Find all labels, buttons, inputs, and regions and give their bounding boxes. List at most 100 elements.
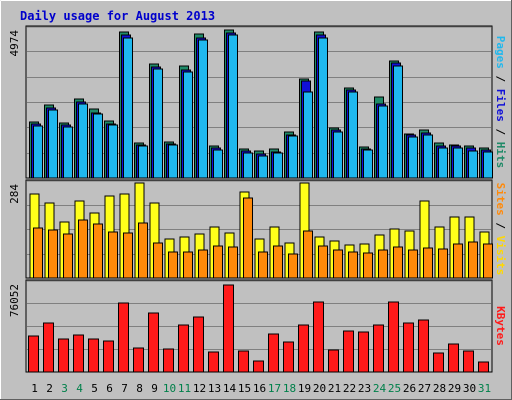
bar-sites-day-17 [273, 245, 283, 279]
bar-pages-day-31 [483, 151, 493, 179]
bar-pages-day-3 [63, 126, 73, 179]
panels-group: 4974 Pages / Files / Hits 284 Sites / Visit… [8, 25, 507, 373]
bar-sites-day-9 [153, 242, 163, 279]
bar-kbytes-day-6 [103, 340, 114, 373]
x-axis-labels: 1 2 3 4 5 6 7 8 9 10 11 12 13 14 15 16 17 18 19 20 21 22 23 24 2… [31, 382, 491, 395]
bar-sites-day-21 [333, 249, 343, 279]
bar-pages-day-7 [123, 37, 133, 179]
legend-part: / [494, 69, 507, 89]
x-tick-label-10: 10 [163, 382, 176, 395]
chart-title: Daily usage for August 2013 [20, 9, 215, 23]
bar-kbytes-day-29 [448, 343, 459, 373]
x-tick-label-26: 26 [403, 382, 416, 395]
x-tick-label-1: 1 [31, 382, 38, 395]
x-tick-label-29: 29 [448, 382, 461, 395]
bar-sites-day-13 [213, 245, 223, 279]
bar-pages-day-23 [363, 149, 373, 179]
bar-kbytes-day-19 [298, 324, 309, 373]
bar-kbytes-day-20 [313, 301, 324, 373]
bar-kbytes-day-16 [253, 360, 264, 373]
x-tick-label-11: 11 [178, 382, 191, 395]
bar-pages-day-2 [48, 109, 58, 179]
bar-pages-day-17 [273, 152, 283, 179]
bar-pages-day-29 [453, 147, 463, 179]
x-tick-label-5: 5 [91, 382, 98, 395]
legend-part: Visits [494, 236, 507, 276]
bar-sites-day-18 [288, 253, 298, 279]
bar-sites-day-5 [93, 223, 103, 279]
bar-kbytes-day-14 [223, 284, 234, 373]
x-tick-label-14: 14 [223, 382, 237, 395]
bar-pages-day-26 [408, 136, 418, 179]
bar-sites-day-31 [483, 243, 493, 279]
bar-pages-day-1 [33, 125, 43, 179]
bar-sites-day-4 [78, 219, 88, 279]
bar-pages-day-10 [168, 144, 178, 179]
legend-part: Sites [494, 183, 507, 216]
bar-kbytes-day-8 [133, 347, 144, 373]
bar-sites-day-11 [183, 251, 193, 279]
series-kbytes [28, 284, 489, 373]
legend-part: Files [494, 89, 507, 122]
bar-kbytes-day-4 [73, 334, 84, 373]
x-tick-label-20: 20 [313, 382, 326, 395]
bar-sites-day-20 [318, 245, 328, 279]
bar-pages-day-27 [423, 134, 433, 179]
bar-kbytes-day-25 [388, 301, 399, 373]
bar-sites-day-26 [408, 249, 418, 279]
panel-top-series-legend: Pages / Files / Hits [494, 36, 507, 169]
bar-sites-day-14 [228, 246, 238, 279]
bar-sites-day-23 [363, 252, 373, 279]
bar-sites-day-29 [453, 243, 463, 279]
panel-bottom-series-legend: KBytes [494, 306, 507, 346]
panel-middle: 284 Sites / Visits [8, 179, 507, 279]
x-tick-label-24: 24 [373, 382, 387, 395]
bar-kbytes-day-15 [238, 350, 249, 373]
bar-kbytes-day-12 [193, 316, 204, 373]
x-tick-label-7: 7 [121, 382, 128, 395]
x-tick-label-2: 2 [46, 382, 53, 395]
x-tick-label-30: 30 [463, 382, 476, 395]
legend-part: Hits [494, 142, 507, 169]
bar-sites-day-2 [48, 229, 58, 279]
bar-sites-day-3 [63, 233, 73, 279]
x-tick-label-18: 18 [283, 382, 296, 395]
bar-pages-day-8 [138, 145, 148, 179]
bar-pages-day-18 [288, 135, 298, 179]
legend-part: / [494, 122, 507, 142]
bar-sites-day-6 [108, 231, 118, 279]
bar-kbytes-day-7 [118, 302, 129, 373]
bar-pages-day-22 [348, 91, 358, 179]
bar-kbytes-day-5 [88, 338, 99, 373]
x-tick-label-3: 3 [61, 382, 68, 395]
bar-pages-day-24 [378, 105, 388, 179]
bar-kbytes-day-3 [58, 338, 69, 373]
panel-middle-ymax-label: 284 [8, 184, 21, 204]
bar-pages-day-30 [468, 150, 478, 179]
bar-sites-day-28 [438, 248, 448, 279]
panel-top-ymax-label: 4974 [8, 30, 21, 57]
bar-kbytes-day-26 [403, 322, 414, 373]
bar-pages-day-13 [213, 149, 223, 179]
bar-pages-day-11 [183, 71, 193, 179]
bar-kbytes-day-28 [433, 352, 444, 373]
legend-part: Pages [494, 36, 507, 69]
x-tick-label-17: 17 [268, 382, 281, 395]
panel-top: 4974 Pages / Files / Hits [8, 25, 507, 179]
series-sites [33, 197, 493, 279]
bar-pages-day-28 [438, 147, 448, 179]
x-tick-label-25: 25 [388, 382, 401, 395]
x-tick-label-4: 4 [76, 382, 83, 395]
bar-pages-day-5 [93, 113, 103, 179]
x-tick-label-21: 21 [328, 382, 341, 395]
bar-kbytes-day-24 [373, 324, 384, 373]
bar-kbytes-day-18 [283, 341, 294, 373]
x-tick-label-22: 22 [343, 382, 356, 395]
bar-kbytes-day-31 [478, 361, 489, 373]
series-pages [33, 34, 493, 179]
bar-sites-day-24 [378, 249, 388, 279]
bar-kbytes-day-21 [328, 349, 339, 373]
bar-pages-day-21 [333, 131, 343, 179]
x-tick-label-15: 15 [238, 382, 251, 395]
x-tick-label-27: 27 [418, 382, 431, 395]
